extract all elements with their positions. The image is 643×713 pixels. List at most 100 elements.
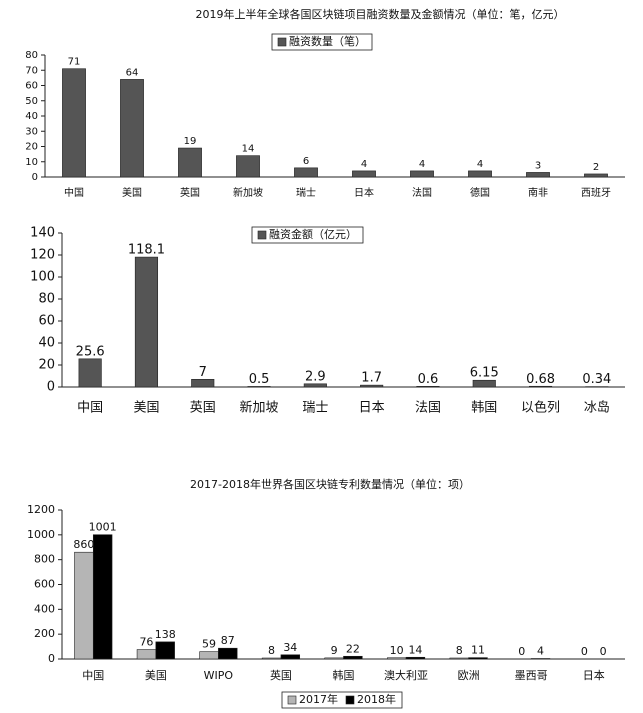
y-tick-label: 50 bbox=[25, 96, 38, 107]
legend-label: 2018年 bbox=[357, 692, 396, 706]
x-tick-label: 英国 bbox=[180, 186, 200, 199]
bar bbox=[410, 170, 434, 178]
data-label: 8 bbox=[456, 644, 463, 657]
data-label: 71 bbox=[68, 57, 81, 68]
bar bbox=[280, 654, 301, 660]
chart-title: 2019年上半年全球各国区块链项目融资数量及金额情况（单位：笔，亿元） bbox=[196, 7, 565, 21]
x-tick-label: 法国 bbox=[415, 401, 441, 416]
data-label: 9 bbox=[331, 644, 338, 657]
x-tick-label: 日本 bbox=[354, 186, 374, 199]
legend-swatch bbox=[345, 695, 355, 705]
y-tick-label: 10 bbox=[25, 157, 38, 168]
bar bbox=[449, 657, 469, 660]
y-tick-label: 40 bbox=[25, 111, 38, 122]
data-label: 4 bbox=[361, 159, 367, 170]
bar bbox=[468, 170, 492, 178]
y-tick-label: 40 bbox=[38, 336, 55, 351]
data-label: 0 bbox=[600, 645, 607, 658]
x-tick-label: 中国 bbox=[77, 401, 103, 416]
bar bbox=[191, 378, 215, 388]
bar bbox=[386, 657, 407, 660]
data-label: 0.6 bbox=[418, 372, 439, 387]
data-label: 0.34 bbox=[582, 372, 611, 387]
x-tick-label: 日本 bbox=[583, 668, 605, 682]
bar bbox=[155, 641, 175, 660]
legend: 融资数量（笔） bbox=[271, 33, 373, 51]
bar bbox=[468, 657, 488, 660]
x-tick-label: 英国 bbox=[190, 401, 216, 416]
bar bbox=[405, 656, 426, 660]
x-tick-label: 日本 bbox=[359, 401, 385, 416]
x-tick-label: 南非 bbox=[528, 186, 548, 199]
x-tick-label: 新加坡 bbox=[240, 400, 279, 416]
bar bbox=[62, 68, 86, 178]
x-tick-label: 瑞士 bbox=[302, 401, 328, 416]
legend-box bbox=[271, 33, 373, 51]
data-label: 2.9 bbox=[305, 369, 326, 384]
data-label: 138 bbox=[155, 628, 176, 641]
data-label: 25.6 bbox=[76, 344, 105, 359]
y-tick-label: 400 bbox=[34, 602, 55, 615]
bar bbox=[416, 386, 440, 388]
x-tick-label: 新加坡 bbox=[233, 186, 263, 199]
x-tick-label: 瑞士 bbox=[296, 186, 316, 199]
y-tick-label: 0 bbox=[47, 380, 55, 395]
bar bbox=[343, 655, 363, 660]
y-tick-label: 140 bbox=[30, 226, 55, 241]
x-tick-label: 英国 bbox=[270, 668, 292, 682]
data-label: 1001 bbox=[89, 521, 117, 534]
y-tick-label: 80 bbox=[25, 50, 38, 61]
data-label: 64 bbox=[126, 67, 139, 78]
x-tick-label: 冰岛 bbox=[584, 400, 610, 416]
bar bbox=[74, 551, 94, 660]
bar bbox=[303, 383, 327, 388]
legend: 2017年 2018年 bbox=[281, 691, 403, 709]
data-label: 3 bbox=[535, 160, 541, 171]
y-tick-label: 100 bbox=[30, 270, 55, 285]
x-tick-label: 韩国 bbox=[333, 668, 355, 682]
legend: 融资金额（亿元） bbox=[251, 226, 364, 244]
bar bbox=[120, 79, 144, 178]
data-label: 19 bbox=[184, 136, 197, 147]
chart-title: 2017-2018年世界各国区块链专利数量情况（单位：项） bbox=[190, 477, 470, 491]
data-label: 860 bbox=[73, 538, 94, 551]
y-tick-label: 60 bbox=[38, 314, 55, 329]
bar bbox=[218, 647, 238, 660]
data-label: 1.7 bbox=[361, 371, 382, 386]
data-label: 0 bbox=[518, 645, 525, 658]
y-tick-label: 20 bbox=[25, 142, 38, 153]
data-label: 4 bbox=[477, 159, 483, 170]
data-label: 14 bbox=[408, 643, 422, 656]
legend-swatch bbox=[277, 37, 287, 47]
x-tick-label: 中国 bbox=[64, 186, 84, 199]
y-tick-label: 0 bbox=[32, 172, 38, 183]
bar bbox=[324, 657, 344, 660]
data-label: 0.5 bbox=[249, 372, 270, 387]
x-tick-label: 美国 bbox=[145, 669, 167, 682]
data-label: 11 bbox=[471, 644, 485, 657]
x-tick-label: 韩国 bbox=[471, 401, 497, 416]
y-tick-label: 800 bbox=[34, 553, 55, 566]
data-label: 118.1 bbox=[128, 243, 165, 258]
data-label: 2 bbox=[593, 162, 599, 173]
legend-label: 2017年 bbox=[299, 692, 338, 706]
y-tick-label: 1000 bbox=[27, 528, 55, 541]
bar bbox=[528, 385, 553, 388]
bar bbox=[261, 657, 282, 660]
data-label: 4 bbox=[419, 159, 425, 170]
x-tick-label: 澳大利亚 bbox=[384, 668, 428, 682]
y-tick-label: 60 bbox=[25, 81, 38, 92]
data-label: 6 bbox=[303, 156, 309, 167]
data-label: 87 bbox=[221, 634, 235, 647]
legend-label: 融资金额（亿元） bbox=[269, 227, 357, 241]
data-label: 0.68 bbox=[526, 372, 555, 387]
legend-label: 融资数量（笔） bbox=[289, 34, 366, 48]
legend-swatch bbox=[257, 230, 267, 240]
x-tick-label: 墨西哥 bbox=[515, 669, 548, 682]
y-tick-label: 20 bbox=[38, 358, 55, 373]
bar bbox=[178, 147, 202, 178]
y-tick-label: 600 bbox=[34, 578, 55, 591]
bar bbox=[92, 534, 113, 660]
data-label: 10 bbox=[390, 644, 404, 657]
